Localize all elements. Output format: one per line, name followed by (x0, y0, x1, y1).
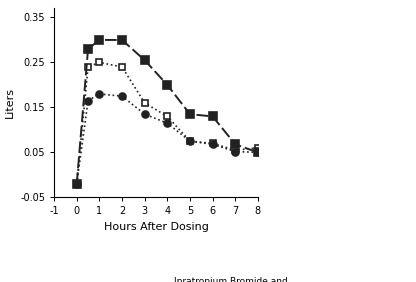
Ipratropium Bromide and
Albuterol Sulfate Inhalation
Solution (255, 151, 260, 154)
Ipratropium (86, 99, 91, 102)
Albuterol (97, 61, 102, 64)
Ipratropium (74, 182, 79, 186)
Ipratropium Bromide and
Albuterol Sulfate Inhalation
Solution (165, 83, 170, 87)
Ipratropium (255, 151, 260, 154)
Albuterol (74, 182, 79, 186)
Albuterol (86, 65, 91, 69)
Ipratropium Bromide and
Albuterol Sulfate Inhalation
Solution (119, 38, 124, 42)
Albuterol (255, 146, 260, 150)
Ipratropium (119, 94, 124, 98)
Y-axis label: Liters: Liters (5, 87, 15, 118)
Albuterol (119, 65, 124, 69)
Ipratropium (97, 92, 102, 96)
Albuterol (165, 115, 170, 118)
Ipratropium Bromide and
Albuterol Sulfate Inhalation
Solution (142, 58, 147, 62)
Ipratropium (165, 122, 170, 125)
Albuterol (188, 140, 193, 143)
Ipratropium Bromide and
Albuterol Sulfate Inhalation
Solution (86, 47, 91, 51)
X-axis label: Hours After Dosing: Hours After Dosing (104, 222, 208, 232)
Ipratropium Bromide and
Albuterol Sulfate Inhalation
Solution (97, 38, 102, 42)
Albuterol (210, 142, 215, 145)
Line: Albuterol: Albuterol (73, 59, 261, 187)
Ipratropium Bromide and
Albuterol Sulfate Inhalation
Solution (233, 143, 238, 146)
Line: Ipratropium Bromide and
Albuterol Sulfate Inhalation
Solution: Ipratropium Bromide and Albuterol Sulfat… (73, 36, 262, 188)
Ipratropium Bromide and
Albuterol Sulfate Inhalation
Solution (74, 182, 79, 186)
Ipratropium (210, 143, 215, 146)
Ipratropium (142, 113, 147, 116)
Legend: Ipratropium Bromide and
Albuterol Sulfate Inhalation
Solution: Ipratropium Bromide and Albuterol Sulfat… (144, 274, 302, 282)
Albuterol (142, 101, 147, 105)
Ipratropium Bromide and
Albuterol Sulfate Inhalation
Solution (210, 115, 215, 118)
Ipratropium (233, 150, 238, 153)
Line: Ipratropium: Ipratropium (73, 91, 261, 187)
Ipratropium (188, 140, 193, 143)
Ipratropium Bromide and
Albuterol Sulfate Inhalation
Solution (188, 113, 193, 116)
Albuterol (233, 148, 238, 152)
